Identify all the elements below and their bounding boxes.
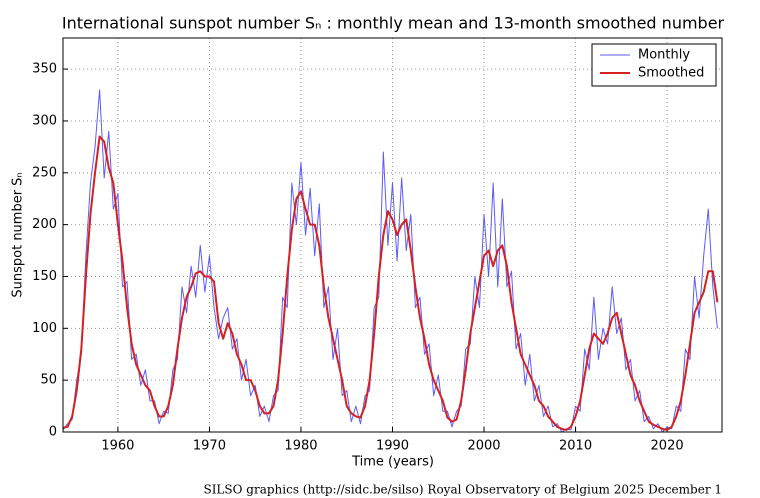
legend-box	[591, 43, 717, 87]
y-tick-label: 50	[40, 373, 57, 388]
legend-label: Monthly	[638, 48, 690, 63]
chart-title: International sunspot number Sₙ : monthl…	[62, 14, 725, 33]
y-tick-label: 300	[32, 113, 57, 128]
x-axis-label: Time (years)	[351, 455, 434, 470]
x-tick-label: 1980	[284, 439, 317, 454]
legend-label: Smoothed	[638, 66, 704, 81]
y-tick-label: 250	[32, 165, 57, 180]
footer: SILSO graphics (http://sidc.be/silso) Ro…	[203, 483, 722, 497]
x-tick-label: 2000	[467, 439, 500, 454]
y-tick-label: 200	[32, 217, 57, 232]
y-tick-label: 350	[32, 62, 57, 77]
y-tick-label: 100	[32, 321, 57, 336]
x-tick-label: 1960	[101, 439, 134, 454]
x-tick-label: 2010	[559, 439, 592, 454]
y-tick-label: 0	[49, 425, 57, 440]
y-tick-label: 150	[32, 269, 57, 284]
plot-frame	[62, 37, 723, 433]
x-tick-label: 1970	[193, 439, 226, 454]
y-axis-label: Sunspot number Sₙ	[11, 172, 26, 297]
line-series	[62, 135, 719, 431]
x-tick-label: 2020	[651, 439, 684, 454]
line-series	[62, 89, 718, 433]
x-tick-label: 1990	[376, 439, 409, 454]
